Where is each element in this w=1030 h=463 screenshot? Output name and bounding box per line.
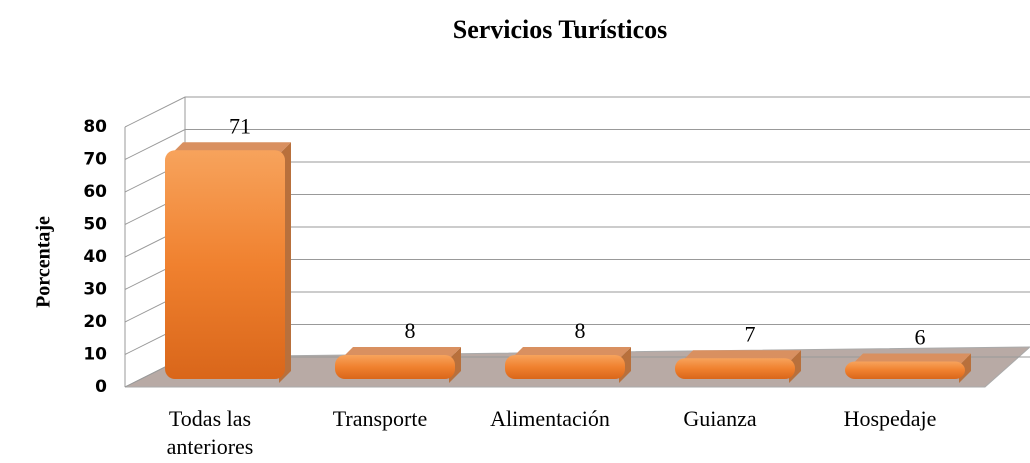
x-tick-label: Alimentación <box>490 406 610 431</box>
x-tick-label: Transporte <box>332 406 428 431</box>
y-tick-label: 50 <box>83 215 107 235</box>
x-tick-label: Guianza <box>683 406 757 431</box>
y-tick-label: 10 <box>83 345 107 365</box>
y-tick-label: 20 <box>83 312 107 332</box>
bar <box>165 150 285 379</box>
value-label: 6 <box>915 325 926 350</box>
y-tick-label: 0 <box>95 377 107 397</box>
value-label: 8 <box>405 318 416 343</box>
value-label: 7 <box>745 321 756 346</box>
bar <box>335 355 455 379</box>
value-label: 8 <box>575 318 586 343</box>
y-tick-label: 70 <box>83 150 107 170</box>
chart-title: Servicios Turísticos <box>453 15 668 44</box>
x-tick-label: Todas las anteriores <box>166 406 254 459</box>
bar <box>675 358 795 379</box>
value-label: 71 <box>229 113 251 138</box>
x-tick-label: Hospedaje <box>843 406 937 431</box>
y-tick-label: 80 <box>83 117 107 137</box>
grid-line <box>124 96 1030 128</box>
bar <box>505 355 625 379</box>
bar <box>845 361 965 379</box>
y-axis-label: Porcentaje <box>33 216 55 308</box>
y-tick-label: 40 <box>83 247 107 267</box>
y-tick-label: 60 <box>83 182 107 202</box>
y-tick-label: 30 <box>83 280 107 300</box>
